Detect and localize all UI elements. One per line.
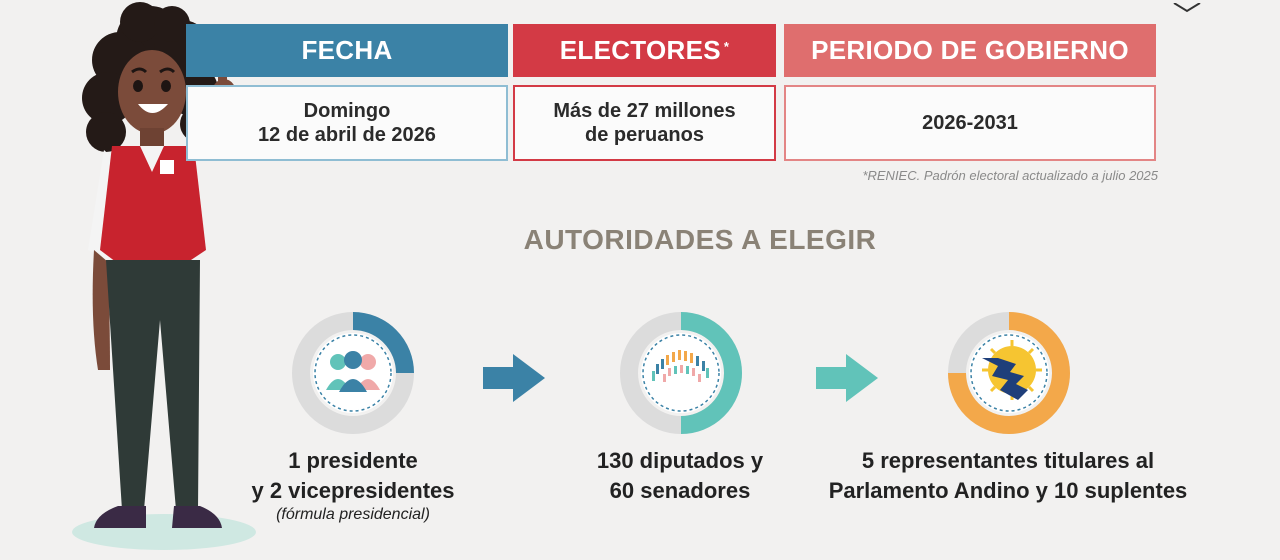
periodo-title: PERIODO DE GOBIERNO	[811, 35, 1129, 65]
authority-3-line2: Parlamento Andino y 10 suplentes	[828, 478, 1188, 503]
congress-seats-icon	[618, 310, 744, 436]
arrow-right-icon	[816, 354, 878, 402]
section-title: AUTORIDADES A ELEGIR	[523, 224, 877, 255]
fecha-weekday: Domingo	[303, 100, 391, 122]
authority-caption-2: 130 diputados y 60 senadores	[560, 446, 800, 506]
fecha-date: 12 de abril de 2026	[258, 124, 436, 146]
electores-line1: Más de 27 millones	[553, 100, 736, 122]
electores-line2: de peruanos	[585, 124, 704, 146]
periodo-header: PERIODO DE GOBIERNO	[784, 24, 1156, 77]
periodo-box: 2026-2031	[784, 85, 1156, 161]
authority-1-note: (fórmula presidencial)	[276, 506, 430, 523]
periodo-value: 2026-2031	[922, 112, 1018, 134]
andean-parliament-logo-icon	[946, 310, 1072, 436]
fecha-header: FECHA	[186, 24, 508, 77]
authority-2-line2: 60 senadores	[609, 478, 751, 503]
arrow-right-icon	[483, 354, 545, 402]
authority-caption-3: 5 representantes titulares al Parlamento…	[808, 446, 1208, 506]
authority-1-line1: 1 presidente	[288, 448, 418, 473]
electores-box: Más de 27 millones de peruanos	[513, 85, 776, 161]
electores-title: ELECTORES	[559, 35, 721, 65]
corner-decoration-icon	[1172, 0, 1202, 13]
authority-2-line1: 130 diputados y	[596, 448, 764, 473]
fecha-box: Domingo 12 de abril de 2026	[186, 85, 508, 161]
people-icon	[290, 310, 416, 436]
authority-3-line1: 5 representantes titulares al	[861, 448, 1155, 473]
fecha-title: FECHA	[301, 35, 393, 65]
authority-1-line2: y 2 vicepresidentes	[251, 478, 455, 503]
authority-caption-1: 1 presidente y 2 vicepresidentes (fórmul…	[233, 446, 473, 524]
electores-footnote-mark: *	[723, 39, 730, 54]
electores-header: ELECTORES *	[513, 24, 776, 77]
reniec-footnote: *RENIEC. Padrón electoral actualizado a …	[862, 168, 1158, 183]
